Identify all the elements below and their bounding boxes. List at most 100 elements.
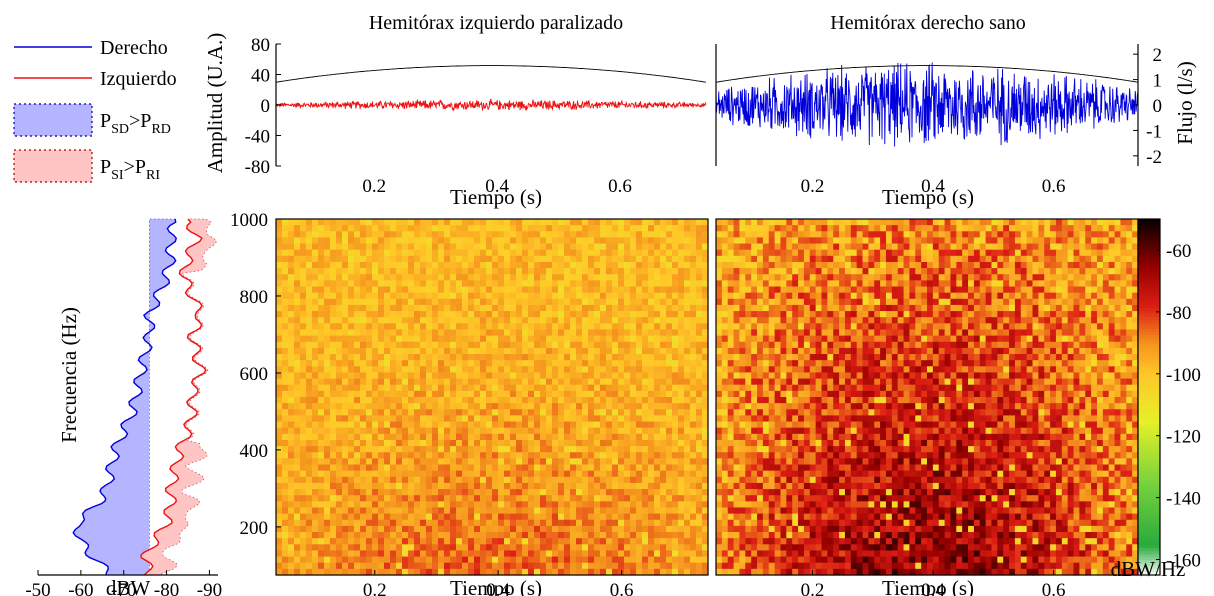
spectrogram-cell (348, 261, 355, 269)
spectrogram-cell (630, 464, 637, 472)
spectrogram-cell (716, 243, 723, 251)
spectrogram-cell (702, 556, 709, 564)
spectrogram-cell (312, 452, 319, 459)
spectrogram-cell (336, 268, 343, 275)
spectrogram-cell (492, 341, 499, 349)
spectrogram-cell (288, 519, 295, 527)
spectrogram-cell (636, 501, 643, 509)
spectrogram-cell (480, 397, 487, 404)
spectrogram-cell (1096, 249, 1104, 257)
spectrogram-cell (874, 243, 881, 251)
spectrogram-cell (546, 525, 553, 533)
spectrogram-cell (1096, 243, 1104, 251)
spectrogram-cell (288, 476, 295, 484)
spectrogram-cell (444, 366, 451, 374)
spectrogram-cell (318, 323, 325, 331)
spectrogram-cell (318, 366, 325, 374)
spectrogram-cell (474, 384, 481, 392)
spectrogram-cell (456, 397, 463, 404)
spectrogram-cell (432, 249, 439, 257)
spectrogram-cell (612, 390, 619, 398)
spectrogram-cell (438, 421, 445, 429)
spectrogram-cell (618, 311, 625, 318)
spectrogram-cell (330, 317, 337, 324)
spectrogram-cell (880, 219, 887, 226)
spectrogram-cell (456, 495, 463, 502)
spectrogram-cell (486, 378, 493, 386)
spectrogram-cell (528, 525, 535, 533)
spectrogram-cell (678, 568, 685, 576)
spectrogram-cell (534, 532, 541, 539)
spectrogram-cell (486, 261, 493, 269)
spectrogram-cell (474, 495, 481, 502)
spectrogram-cell (342, 525, 349, 533)
spectrogram-cell (366, 286, 373, 294)
spectrogram-cell (612, 532, 619, 539)
spectrogram-cell (588, 568, 595, 576)
spectrogram-cell (798, 274, 805, 281)
spectrogram-cell (684, 347, 691, 355)
spectrogram-cell (672, 538, 679, 545)
spectrogram-cell (450, 298, 457, 306)
spectrogram-cell (684, 255, 691, 263)
spectrogram-cell (540, 427, 547, 435)
spectrogram-cell (420, 446, 427, 453)
spectrogram-cell (979, 249, 987, 257)
spectrogram-cell (885, 225, 893, 232)
spectrogram-cell (618, 482, 625, 490)
spectrogram-cell (504, 458, 511, 466)
spectrogram-cell (666, 538, 673, 545)
spectrogram-cell (414, 372, 421, 380)
spectrogram-cell (546, 243, 553, 251)
spectrogram-cell (690, 329, 697, 337)
spectrogram-cell (462, 415, 469, 423)
spectrogram-cell (915, 219, 922, 226)
spectrogram-cell (642, 568, 649, 576)
spectrogram-cell (564, 464, 571, 472)
spectrogram-cell (468, 255, 475, 263)
spectrogram-cell (318, 341, 325, 349)
spectrogram-cell (306, 347, 313, 355)
spectrogram-cell (630, 329, 637, 337)
spectrogram-cell (588, 409, 595, 417)
spectrogram-cell (348, 482, 355, 490)
spectrogram-cell (510, 501, 517, 509)
spectrogram-cell (288, 501, 295, 509)
spectrogram-cell (498, 482, 505, 490)
spectrogram-cell (396, 452, 403, 459)
spectrogram-cell (733, 274, 741, 281)
spectrogram-cell (678, 390, 685, 398)
spectrogram-cell (600, 323, 607, 331)
spectrogram-cell (1050, 243, 1057, 251)
spectrogram-cell (324, 323, 331, 331)
spectrogram-cell (342, 347, 349, 355)
spectrogram-cell (727, 255, 735, 263)
spectrogram-cell (809, 255, 817, 263)
spectrogram-cell (282, 397, 289, 404)
spectrogram-cell (312, 335, 319, 343)
spectrogram-cell (318, 225, 325, 232)
spectrogram-cell (690, 482, 697, 490)
xtick-label: 0.2 (362, 176, 386, 197)
spectrogram-cell (702, 335, 709, 343)
spectrogram-cell (342, 556, 349, 564)
spectrogram-cell (480, 501, 487, 509)
spectrogram-cell (468, 286, 475, 294)
spectrogram-cell (294, 464, 301, 472)
spectrogram-cell (408, 237, 415, 245)
spectrogram-cell (1026, 243, 1034, 251)
spectrogram-cell (1014, 231, 1022, 239)
spectrogram-cell (600, 255, 607, 263)
spectrogram-cell (366, 274, 373, 281)
spectrogram-cell (636, 415, 643, 423)
spectrogram-cell (780, 280, 787, 288)
spectrogram-cell (312, 568, 319, 576)
spectrogram-cell (973, 243, 981, 251)
spectrogram-cell (780, 249, 787, 257)
spectrogram-cell (294, 433, 301, 441)
spectrogram-cell (390, 464, 397, 472)
spectrogram-cell (318, 274, 325, 281)
spectrogram-cell (666, 427, 673, 435)
spectrogram-cell (366, 470, 373, 478)
spectrogram-cell (342, 507, 349, 515)
